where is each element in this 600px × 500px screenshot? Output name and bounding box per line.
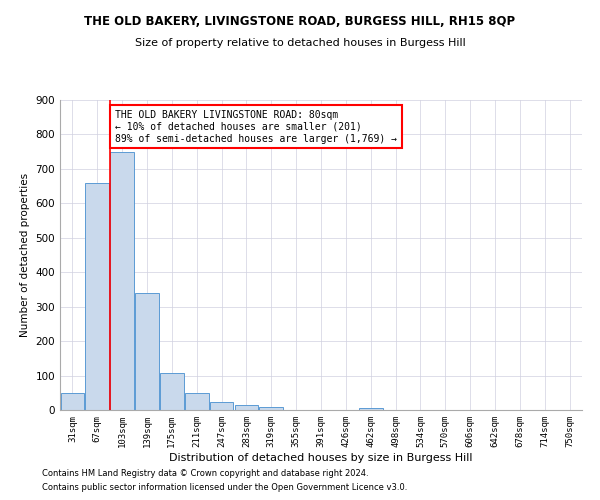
Bar: [160, 373, 184, 410]
Text: Contains public sector information licensed under the Open Government Licence v3: Contains public sector information licen…: [42, 484, 407, 492]
Bar: [235, 405, 258, 410]
Bar: [85, 182, 109, 410]
X-axis label: Distribution of detached houses by size in Burgess Hill: Distribution of detached houses by size …: [169, 452, 473, 462]
Bar: [210, 402, 233, 410]
Bar: [110, 152, 134, 410]
Bar: [359, 408, 383, 410]
Text: Contains HM Land Registry data © Crown copyright and database right 2024.: Contains HM Land Registry data © Crown c…: [42, 468, 368, 477]
Text: THE OLD BAKERY, LIVINGSTONE ROAD, BURGESS HILL, RH15 8QP: THE OLD BAKERY, LIVINGSTONE ROAD, BURGES…: [85, 15, 515, 28]
Y-axis label: Number of detached properties: Number of detached properties: [20, 173, 30, 337]
Bar: [61, 393, 84, 410]
Text: Size of property relative to detached houses in Burgess Hill: Size of property relative to detached ho…: [134, 38, 466, 48]
Bar: [135, 293, 159, 410]
Bar: [185, 394, 209, 410]
Bar: [259, 406, 283, 410]
Text: THE OLD BAKERY LIVINGSTONE ROAD: 80sqm
← 10% of detached houses are smaller (201: THE OLD BAKERY LIVINGSTONE ROAD: 80sqm ←…: [115, 110, 397, 144]
